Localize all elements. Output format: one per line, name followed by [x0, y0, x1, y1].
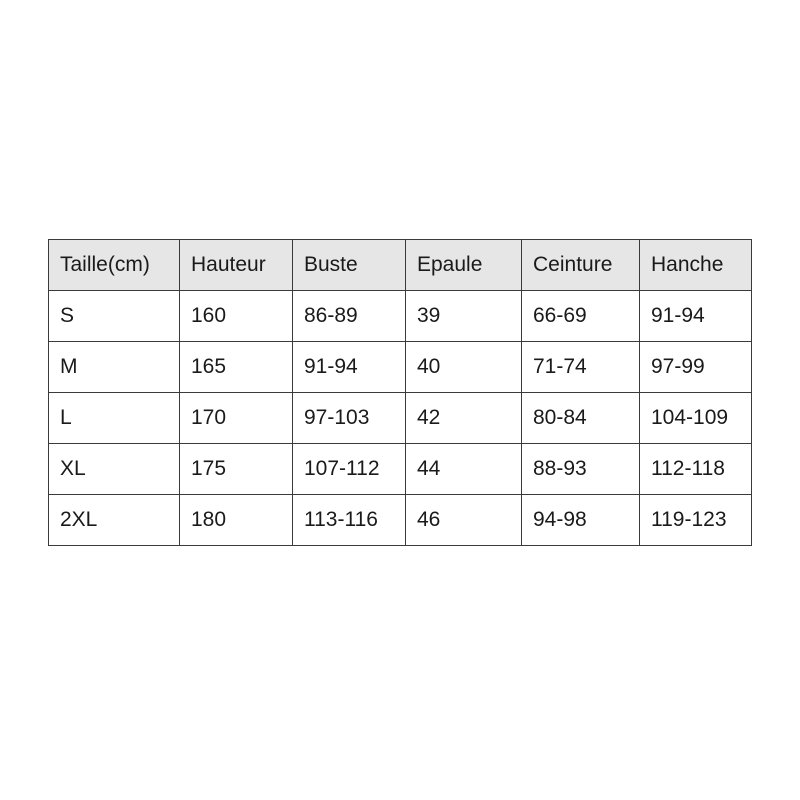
table-cell: S: [48, 290, 180, 342]
table-cell: 91-94: [639, 290, 752, 342]
table-cell: 46: [405, 494, 522, 546]
table-cell: 44: [405, 443, 522, 495]
table-cell: L: [48, 392, 180, 444]
size-chart-table: Taille(cm) Hauteur Buste Epaule Ceinture Hanc…: [48, 239, 752, 546]
table-row: M 165 91-94 40 71-74 97-99: [48, 341, 752, 393]
table-cell: 113-116: [292, 494, 406, 546]
table-cell: 39: [405, 290, 522, 342]
table-cell: 97-103: [292, 392, 406, 444]
table-cell: 104-109: [639, 392, 752, 444]
table-cell: 71-74: [521, 341, 640, 393]
header-row: Taille(cm) Hauteur Buste Epaule Ceinture Hanc…: [48, 239, 752, 291]
table-cell: 160: [179, 290, 293, 342]
table-cell: M: [48, 341, 180, 393]
table-cell: 112-118: [639, 443, 752, 495]
table-cell: 180: [179, 494, 293, 546]
table-cell: 119-123: [639, 494, 752, 546]
table-cell: 88-93: [521, 443, 640, 495]
column-header: Epaule: [405, 239, 522, 291]
table-cell: 91-94: [292, 341, 406, 393]
table-row: 2XL 180 113-116 46 94-98 119-123: [48, 494, 752, 546]
table-cell: 86-89: [292, 290, 406, 342]
table-cell: XL: [48, 443, 180, 495]
table-cell: 107-112: [292, 443, 406, 495]
table-cell: 165: [179, 341, 293, 393]
table-row: L 170 97-103 42 80-84 104-109: [48, 392, 752, 444]
table-cell: 2XL: [48, 494, 180, 546]
table-cell: 94-98: [521, 494, 640, 546]
table-row: S 160 86-89 39 66-69 91-94: [48, 290, 752, 342]
column-header: Hauteur: [179, 239, 293, 291]
table-row: XL 175 107-112 44 88-93 112-118: [48, 443, 752, 495]
column-header: Taille(cm): [48, 239, 180, 291]
table-cell: 170: [179, 392, 293, 444]
table-cell: 42: [405, 392, 522, 444]
table-cell: 80-84: [521, 392, 640, 444]
table-cell: 40: [405, 341, 522, 393]
column-header: Hanche: [639, 239, 752, 291]
table-cell: 175: [179, 443, 293, 495]
table-cell: 66-69: [521, 290, 640, 342]
column-header: Ceinture: [521, 239, 640, 291]
column-header: Buste: [292, 239, 406, 291]
table-cell: 97-99: [639, 341, 752, 393]
